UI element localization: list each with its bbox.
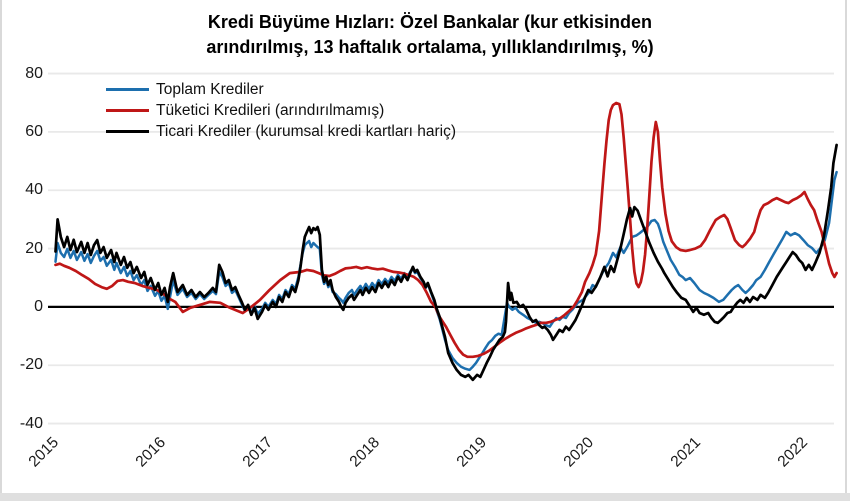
y-tick-label-40: 40: [25, 181, 43, 199]
legend-line-sample-icon: [106, 88, 149, 91]
y-tick-label-0: 0: [34, 297, 43, 315]
legend-item-ticari: Ticari Krediler (kurumsal kredi kartları…: [106, 121, 456, 142]
y-tick-label--20: -20: [19, 356, 43, 374]
series-line-ticari: [54, 143, 838, 382]
legend-item-toplam: Toplam Krediler: [106, 79, 456, 100]
y-tick-label--40: -40: [19, 414, 43, 432]
legend-label: Tüketici Kredileri (arındırılmamış): [156, 101, 385, 119]
y-tick-label-80: 80: [25, 64, 43, 82]
chart-title-line1: Kredi Büyüme Hızları: Özel Bankalar (kur…: [207, 12, 653, 32]
chart-legend: Toplam Krediler Tüketici Kredileri (arınd…: [106, 79, 456, 142]
window-footer-bar: [0, 493, 850, 501]
legend-line-sample-icon: [106, 130, 149, 133]
y-tick-label-20: 20: [25, 239, 43, 257]
legend-item-tuketici: Tüketici Kredileri (arındırılmamış): [106, 100, 456, 121]
legend-line-sample-icon: [106, 109, 149, 112]
window-left-border: [0, 0, 2, 501]
legend-label: Ticari Krediler (kurumsal kredi kartları…: [156, 122, 457, 140]
window-right-border: [845, 0, 847, 494]
chart-title-line2: arındırılmış, 13 haftalık ortalama, yıll…: [206, 37, 654, 57]
legend-label: Toplam Krediler: [156, 80, 264, 98]
y-tick-label-60: 60: [25, 122, 43, 140]
chart-title: Kredi Büyüme Hızları: Özel Bankalar (kur…: [40, 10, 820, 60]
